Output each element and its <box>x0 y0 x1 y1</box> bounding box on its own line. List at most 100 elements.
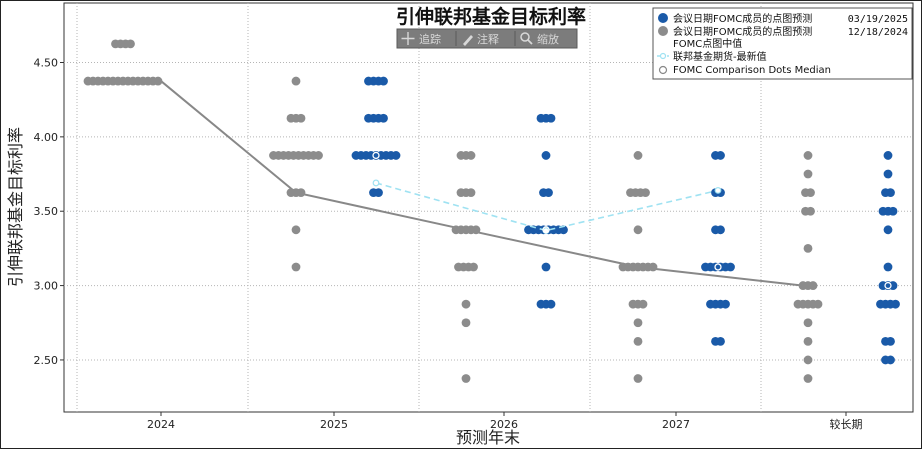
legend-label: FOMC Comparison Dots Median <box>673 65 831 76</box>
y-axis-title: 引伸联邦基金目标利率 <box>6 127 25 287</box>
projection-dot-mar-2025 <box>883 151 893 160</box>
y-tick-label: 4.50 <box>34 56 59 69</box>
crosshair-icon <box>401 32 415 45</box>
dots-median-marker <box>372 151 380 160</box>
projection-dot-dec-2024 <box>314 151 323 160</box>
projection-dot-mar-2025 <box>546 113 556 123</box>
projection-dot-mar-2025 <box>883 169 893 179</box>
overlay-markers <box>372 151 892 290</box>
projection-dot-dec-2024 <box>461 299 471 309</box>
legend-dot-blue <box>658 13 668 23</box>
projection-dot-dec-2024 <box>803 151 813 160</box>
y-tick-label: 3.50 <box>34 205 59 218</box>
projection-dot-mar-2025 <box>374 188 383 198</box>
y-axis-ticks: 2.50 3.00 3.50 4.00 4.50 <box>34 56 64 367</box>
legend-item-comparison-median: FOMC Comparison Dots Median <box>658 65 831 76</box>
projection-dot-dec-2024 <box>806 206 815 216</box>
legend-label: FOMC点图中值 <box>673 37 742 50</box>
projection-dot-mar-2025 <box>891 299 900 309</box>
y-tick-label: 2.50 <box>34 354 59 367</box>
projection-dot-mar-2025 <box>716 225 725 235</box>
projection-dot-dec-2024 <box>803 244 813 253</box>
futures-point <box>372 179 380 187</box>
projection-dot-dec-2024 <box>296 188 306 198</box>
projection-dot-dec-2024 <box>648 262 658 272</box>
projection-dot-dec-2024 <box>806 188 815 198</box>
toolbar-zoom-button[interactable]: 缩放 <box>520 32 559 46</box>
legend-label: 会议日期FOMC成员的点图预测 <box>673 25 812 38</box>
projection-dot-dec-2024 <box>153 76 163 86</box>
projection-dot-mar-2025 <box>544 188 553 198</box>
dots-median-marker <box>714 263 722 271</box>
projection-dot-dec-2024 <box>461 318 471 328</box>
legend-date: 12/18/2024 <box>848 27 908 38</box>
projection-dot-dec-2024 <box>633 374 643 383</box>
projection-dot-mar-2025 <box>716 151 725 160</box>
projection-dot-dec-2024 <box>803 336 813 346</box>
projection-dot-mar-2025 <box>883 225 893 235</box>
projection-dot-mar-2025 <box>379 76 388 86</box>
projection-dot-dec-2024 <box>466 151 476 160</box>
dots-median-marker <box>884 281 892 290</box>
legend-futures-marker <box>659 52 667 60</box>
projection-dot-dec-2024 <box>803 374 813 383</box>
legend-item-2024-dots: 会议日期FOMC成员的点图预测 12/18/2024 <box>658 25 908 38</box>
toolbar-zoom-label: 缩放 <box>537 32 559 46</box>
projection-dot-dec-2024 <box>803 355 813 365</box>
projection-dot-mar-2025 <box>886 336 895 346</box>
legend-item-2025-dots: 会议日期FOMC成员的点图预测 03/19/2025 <box>658 12 908 25</box>
futures-point <box>714 186 722 194</box>
dots-median-marker <box>542 226 550 234</box>
toolbar-annotate-button[interactable]: 注释 <box>463 32 499 46</box>
projection-dot-mar-2025 <box>883 262 893 272</box>
projection-dot-dec-2024 <box>291 225 301 235</box>
projection-dot-dec-2024 <box>803 169 813 179</box>
projection-dot-mar-2025 <box>726 262 735 272</box>
projection-dot-mar-2025 <box>541 262 551 272</box>
projection-dot-dec-2024 <box>633 318 643 328</box>
projection-dot-mar-2025 <box>546 299 556 309</box>
legend-label: 联邦基金期货-最新值 <box>673 50 767 63</box>
pencil-icon <box>463 35 473 46</box>
x-tick-label: 2026 <box>490 418 518 431</box>
projection-dot-dec-2024 <box>291 76 301 86</box>
projection-dot-mar-2025 <box>886 355 895 365</box>
projection-dot-mar-2025 <box>379 113 388 123</box>
projection-dot-dec-2024 <box>633 225 643 235</box>
toolbar-trace-button[interactable]: 追踪 <box>398 30 456 47</box>
projection-dot-mar-2025 <box>886 188 895 198</box>
dot-markers <box>83 39 900 383</box>
projection-dot-dec-2024 <box>813 299 823 309</box>
projection-dot-dec-2024 <box>641 188 650 198</box>
toolbar-annotate-label: 注释 <box>477 32 499 46</box>
magnifier-icon <box>520 32 530 42</box>
projection-dot-dec-2024 <box>291 262 301 272</box>
projection-dot-dec-2024 <box>803 318 813 328</box>
projection-dot-dec-2024 <box>466 188 476 198</box>
y-tick-label: 3.00 <box>34 280 59 293</box>
projection-dot-mar-2025 <box>391 151 401 160</box>
legend-item-futures: 联邦基金期货-最新值 <box>657 50 767 63</box>
projection-dot-mar-2025 <box>541 151 551 160</box>
projection-dot-dec-2024 <box>471 225 481 235</box>
x-axis-ticks: 2024 2025 2026 2027 较长期 <box>147 412 863 431</box>
legend-dot-gray <box>658 26 668 36</box>
projection-dot-dec-2024 <box>469 262 478 272</box>
chart-title: 引伸联邦基金目标利率 <box>396 5 586 28</box>
x-tick-label: 2027 <box>662 418 690 431</box>
chart-toolbar: 追踪 注释 缩放 <box>396 28 578 49</box>
x-tick-label: 2025 <box>320 418 348 431</box>
futures-line <box>375 182 719 232</box>
x-tick-label: 较长期 <box>830 417 863 431</box>
legend-item-median: FOMC点图中值 <box>673 37 742 50</box>
legend-date: 03/19/2025 <box>848 14 908 25</box>
grid-lines <box>64 3 913 412</box>
legend: 会议日期FOMC成员的点图预测 03/19/2025 会议日期FOMC成员的点图… <box>652 7 913 80</box>
projection-dot-dec-2024 <box>126 39 135 49</box>
projection-dot-dec-2024 <box>633 151 643 160</box>
x-axis-title: 预测年末 <box>456 428 520 447</box>
projection-dot-dec-2024 <box>461 374 471 383</box>
projection-dot-mar-2025 <box>716 336 725 346</box>
